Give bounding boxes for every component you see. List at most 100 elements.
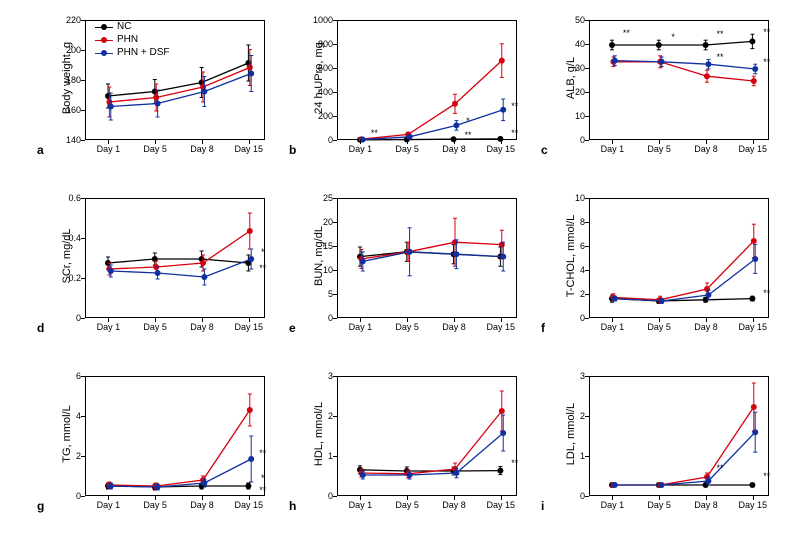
panel-e: [337, 198, 517, 318]
y-tick-mark: [81, 80, 85, 81]
x-tick-mark: [501, 140, 502, 144]
marker-PHN: [499, 408, 505, 414]
marker-PHN: [751, 238, 757, 244]
marker-PHN+DSF: [248, 71, 254, 77]
x-tick-mark: [706, 140, 707, 144]
x-tick-mark: [202, 496, 203, 500]
marker-PHN+DSF: [248, 256, 254, 262]
y-tick-mark: [585, 68, 589, 69]
legend-label: NC: [117, 21, 131, 32]
panel-svg: [338, 199, 518, 319]
x-tick-label: Day 1: [349, 144, 373, 154]
marker-PHN+DSF: [752, 256, 758, 262]
x-tick-mark: [612, 140, 613, 144]
y-tick-mark: [333, 140, 337, 141]
marker-PHN: [751, 404, 757, 410]
x-tick-label: Day 8: [694, 322, 718, 332]
series-line-PHN+DSF: [111, 74, 251, 107]
marker-PHN+DSF: [612, 58, 618, 64]
y-tick-mark: [81, 20, 85, 21]
series-line-PHN: [361, 61, 501, 140]
marker-NC: [609, 42, 615, 48]
panel-c: [589, 20, 769, 140]
legend-label: PHN: [117, 34, 138, 45]
legend-marker-icon: [101, 24, 107, 30]
y-tick-mark: [585, 20, 589, 21]
x-tick-mark: [659, 496, 660, 500]
y-axis-label: BUN, mg/dL: [313, 196, 325, 316]
x-tick-label: Day 8: [694, 144, 718, 154]
marker-PHN: [499, 58, 505, 64]
marker-PHN+DSF: [407, 134, 413, 140]
y-tick-mark: [81, 140, 85, 141]
panel-letter: g: [37, 499, 44, 513]
marker-PHN+DSF: [407, 472, 413, 478]
x-tick-label: Day 5: [143, 322, 167, 332]
legend-marker-icon: [101, 37, 107, 43]
marker-PHN+DSF: [500, 430, 506, 436]
series-line-PHN: [613, 407, 753, 485]
marker-PHN+DSF: [108, 483, 114, 489]
x-tick-mark: [753, 496, 754, 500]
x-tick-mark: [612, 318, 613, 322]
legend-item-PHN: PHN: [95, 33, 170, 46]
y-tick-mark: [81, 278, 85, 279]
y-tick-mark: [585, 116, 589, 117]
series-line-NC: [360, 470, 500, 471]
panel-svg: [590, 377, 770, 497]
x-tick-mark: [108, 140, 109, 144]
x-tick-label: Day 5: [143, 500, 167, 510]
legend-item-PHN+DSF: PHN + DSF: [95, 46, 170, 59]
x-tick-mark: [360, 496, 361, 500]
y-tick-mark: [333, 496, 337, 497]
series-line-PHN+DSF: [363, 433, 503, 475]
y-tick-mark: [333, 222, 337, 223]
marker-PHN+DSF: [201, 89, 207, 95]
y-tick-mark: [333, 246, 337, 247]
panel-letter: f: [541, 321, 545, 335]
marker-NC: [497, 468, 503, 474]
series-line-PHN: [613, 62, 753, 81]
panel-g: [85, 376, 265, 496]
marker-NC: [105, 93, 111, 99]
y-tick-mark: [585, 496, 589, 497]
x-tick-label: Day 15: [487, 144, 516, 154]
y-axis-label: LDL, mmol/L: [565, 374, 577, 494]
series-line-PHN: [109, 410, 249, 486]
y-axis-label: SCr, mg/dL: [61, 196, 73, 316]
panel-svg: [338, 377, 518, 497]
y-tick-mark: [585, 222, 589, 223]
x-tick-label: Day 1: [97, 322, 121, 332]
x-tick-mark: [155, 496, 156, 500]
x-tick-mark: [155, 140, 156, 144]
y-tick-mark: [333, 294, 337, 295]
x-tick-label: Day 15: [487, 322, 516, 332]
marker-PHN: [247, 228, 253, 234]
series-line-PHN+DSF: [363, 252, 503, 262]
panel-svg: [338, 21, 518, 141]
y-axis-label: TG, mmol/L: [61, 374, 73, 494]
panel-f: [589, 198, 769, 318]
x-tick-label: Day 15: [235, 144, 264, 154]
legend-item-NC: NC: [95, 20, 170, 33]
legend-label: PHN + DSF: [117, 47, 170, 58]
panel-b: [337, 20, 517, 140]
marker-PHN: [200, 260, 206, 266]
series-line-PHN: [109, 68, 249, 103]
marker-NC: [749, 482, 755, 488]
y-tick-mark: [585, 318, 589, 319]
marker-PHN: [751, 78, 757, 84]
x-tick-mark: [706, 496, 707, 500]
y-tick-mark: [81, 416, 85, 417]
y-tick-mark: [333, 92, 337, 93]
x-tick-mark: [454, 318, 455, 322]
panel-svg: [590, 21, 770, 141]
marker-PHN+DSF: [659, 298, 665, 304]
y-tick-mark: [585, 140, 589, 141]
marker-PHN: [153, 95, 159, 101]
y-tick-mark: [585, 294, 589, 295]
x-tick-label: Day 8: [694, 500, 718, 510]
y-tick-mark: [333, 456, 337, 457]
x-tick-label: Day 5: [647, 144, 671, 154]
panel-i: [589, 376, 769, 496]
